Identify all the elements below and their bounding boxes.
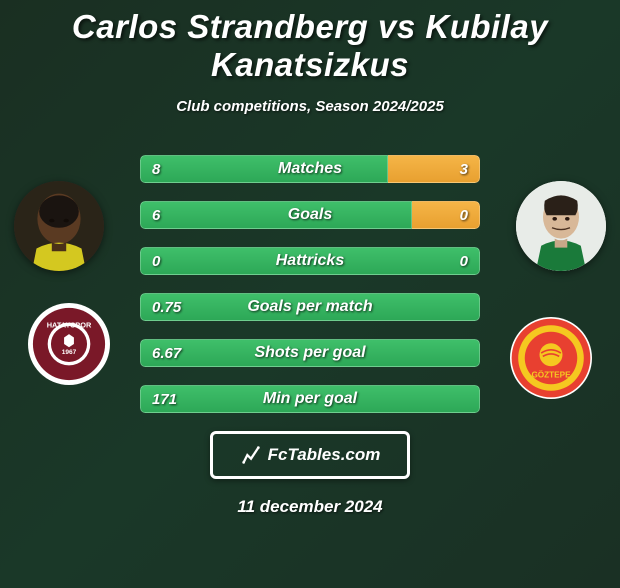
stat-bar-left	[140, 339, 480, 367]
player-right-avatar	[516, 181, 606, 271]
stat-bar-left	[140, 247, 480, 275]
stat-bar-left	[140, 385, 480, 413]
stat-bar-right	[388, 155, 480, 183]
footer-date: 11 december 2024	[0, 497, 620, 517]
svg-text:1967: 1967	[62, 349, 77, 356]
brand-icon	[240, 444, 262, 466]
stat-row: 0Hattricks0	[140, 247, 480, 275]
stat-bar-left	[140, 201, 412, 229]
club-right-badge: GÖZTEPE	[510, 317, 592, 399]
club-left-badge: HATAYSPOR 1967	[28, 303, 110, 385]
stat-row: 6.67Shots per goal	[140, 339, 480, 367]
stat-row: 8Matches3	[140, 155, 480, 183]
stat-bar-right	[412, 201, 480, 229]
svg-text:GÖZTEPE: GÖZTEPE	[531, 370, 571, 380]
page-title: Carlos Strandberg vs Kubilay Kanatsizkus	[0, 8, 620, 84]
stat-bar-left	[140, 293, 480, 321]
svg-text:HATAYSPOR: HATAYSPOR	[47, 321, 92, 330]
page-subtitle: Club competitions, Season 2024/2025	[0, 98, 620, 115]
player-left-avatar	[14, 181, 104, 271]
stat-row: 6Goals0	[140, 201, 480, 229]
stat-row: 171Min per goal	[140, 385, 480, 413]
stat-row: 0.75Goals per match	[140, 293, 480, 321]
brand-text: FcTables.com	[268, 445, 381, 465]
comparison-content: HATAYSPOR 1967 GÖZTEPE 8Matches3 6Goals0 0…	[0, 155, 620, 413]
stat-bars: 8Matches3 6Goals0 0Hattricks0 0.75Goals per…	[140, 155, 480, 413]
stat-bar-left	[140, 155, 388, 183]
brand-badge: FcTables.com	[210, 431, 410, 479]
